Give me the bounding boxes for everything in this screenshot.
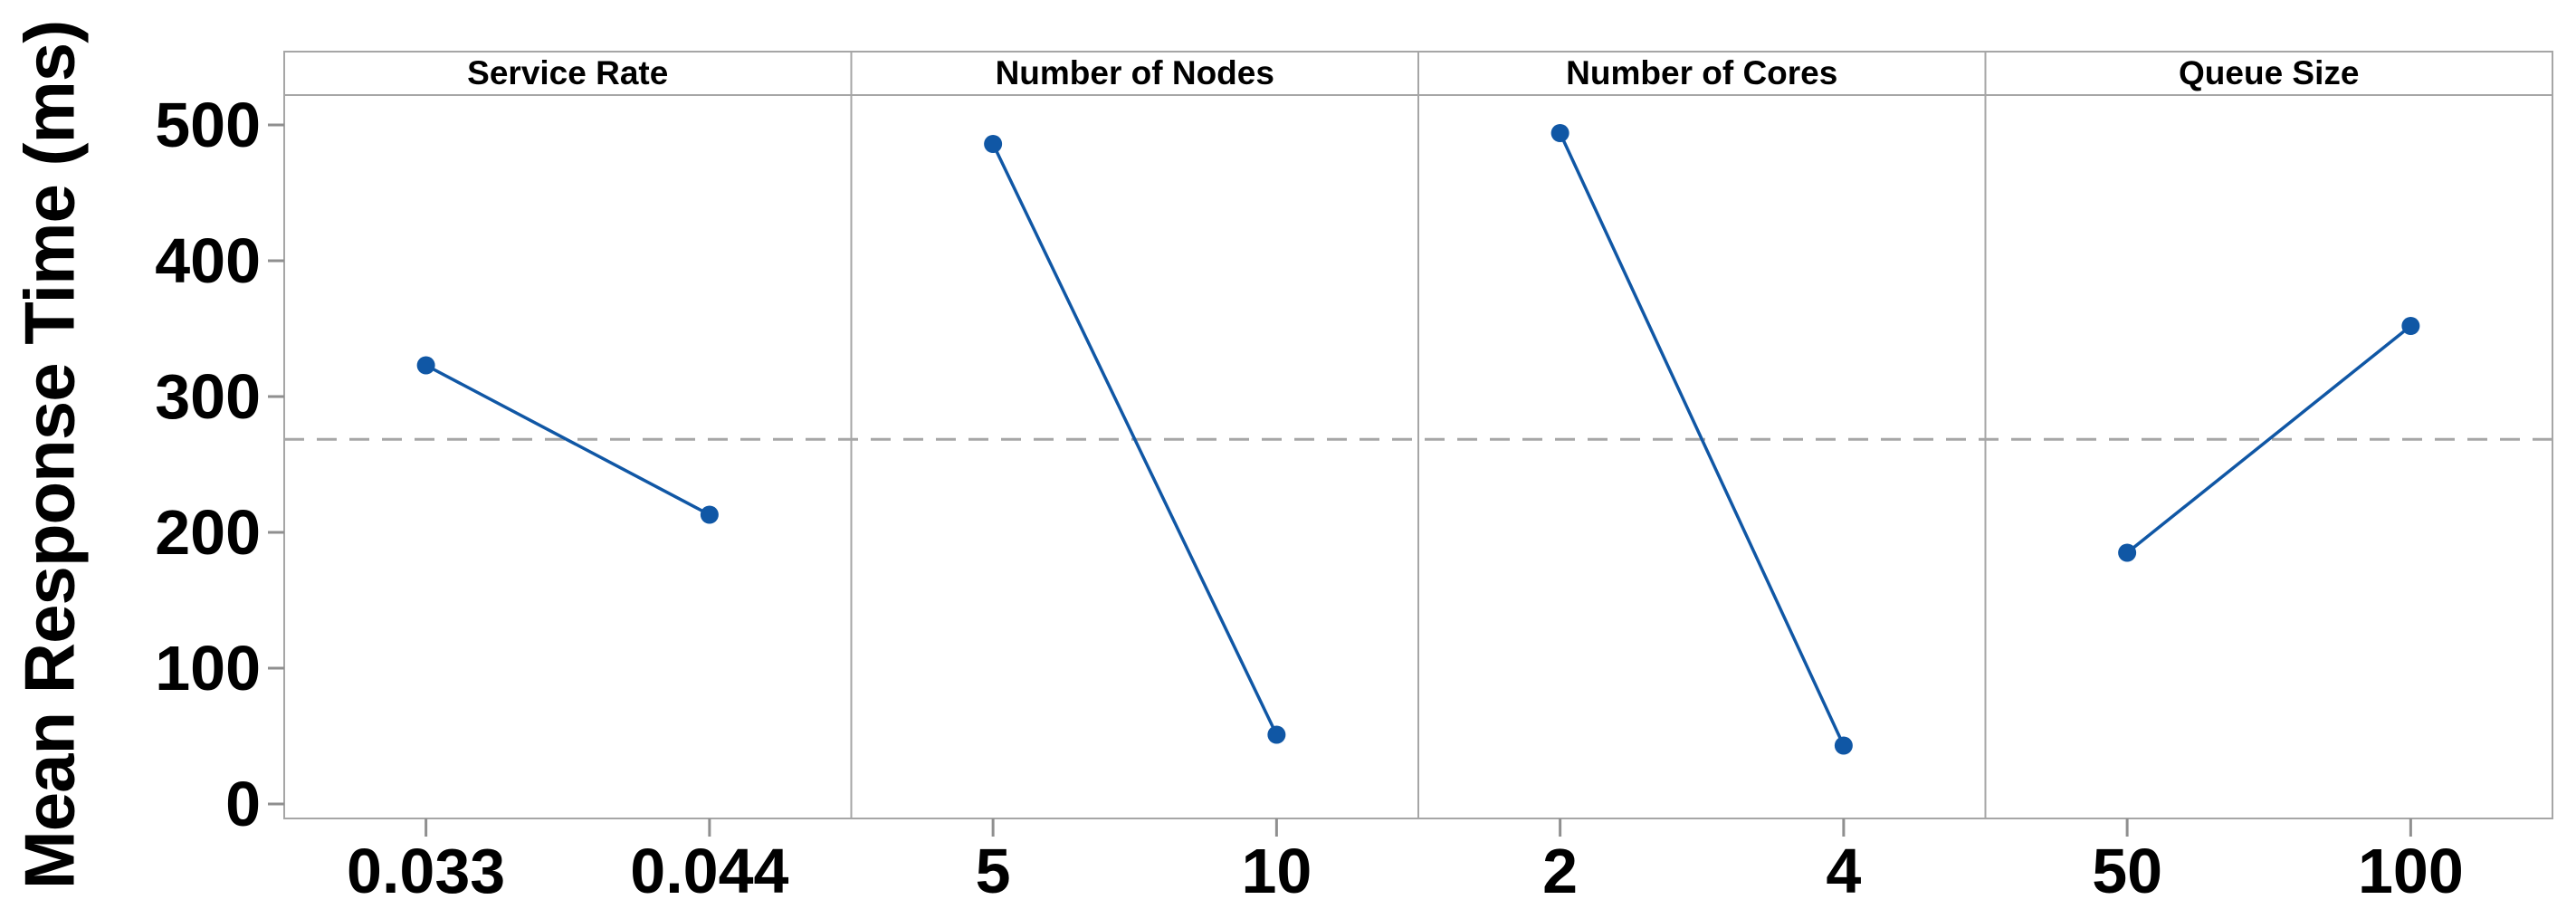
data-point-marker (1834, 736, 1853, 755)
series-line (425, 363, 711, 517)
data-point-marker (2118, 543, 2137, 562)
data-point-marker (984, 135, 1003, 153)
data-point-marker (2401, 317, 2420, 335)
data-point-marker (700, 505, 719, 524)
y-tick-label: 100 (155, 633, 261, 703)
x-tick-label: 2 (1542, 836, 1579, 906)
y-tick-label: 300 (155, 361, 261, 432)
data-point-marker (1550, 124, 1569, 142)
panel-header: Number of Cores (1566, 54, 1838, 91)
data-point-marker (1267, 725, 1286, 744)
series-line (2126, 324, 2412, 554)
panel-header: Number of Nodes (995, 54, 1274, 91)
data-point-marker (416, 356, 435, 375)
y-tick-label: 0 (225, 769, 261, 839)
x-tick-label: 4 (1826, 836, 1862, 906)
panel-header: Service Rate (467, 54, 669, 91)
x-tick-label: 0.033 (347, 836, 506, 906)
x-tick-label: 50 (2092, 836, 2163, 906)
x-tick-label: 10 (1241, 836, 1312, 906)
x-tick-label: 5 (975, 836, 1011, 906)
series-line (991, 143, 1278, 736)
y-tick-label: 500 (155, 90, 261, 160)
x-tick-label: 100 (2357, 836, 2464, 906)
y-tick-label: 200 (155, 497, 261, 568)
series-line (1559, 132, 1846, 747)
y-tick-label: 400 (155, 225, 261, 296)
panel-header: Queue Size (2179, 54, 2360, 91)
x-tick-label: 0.044 (630, 836, 789, 906)
